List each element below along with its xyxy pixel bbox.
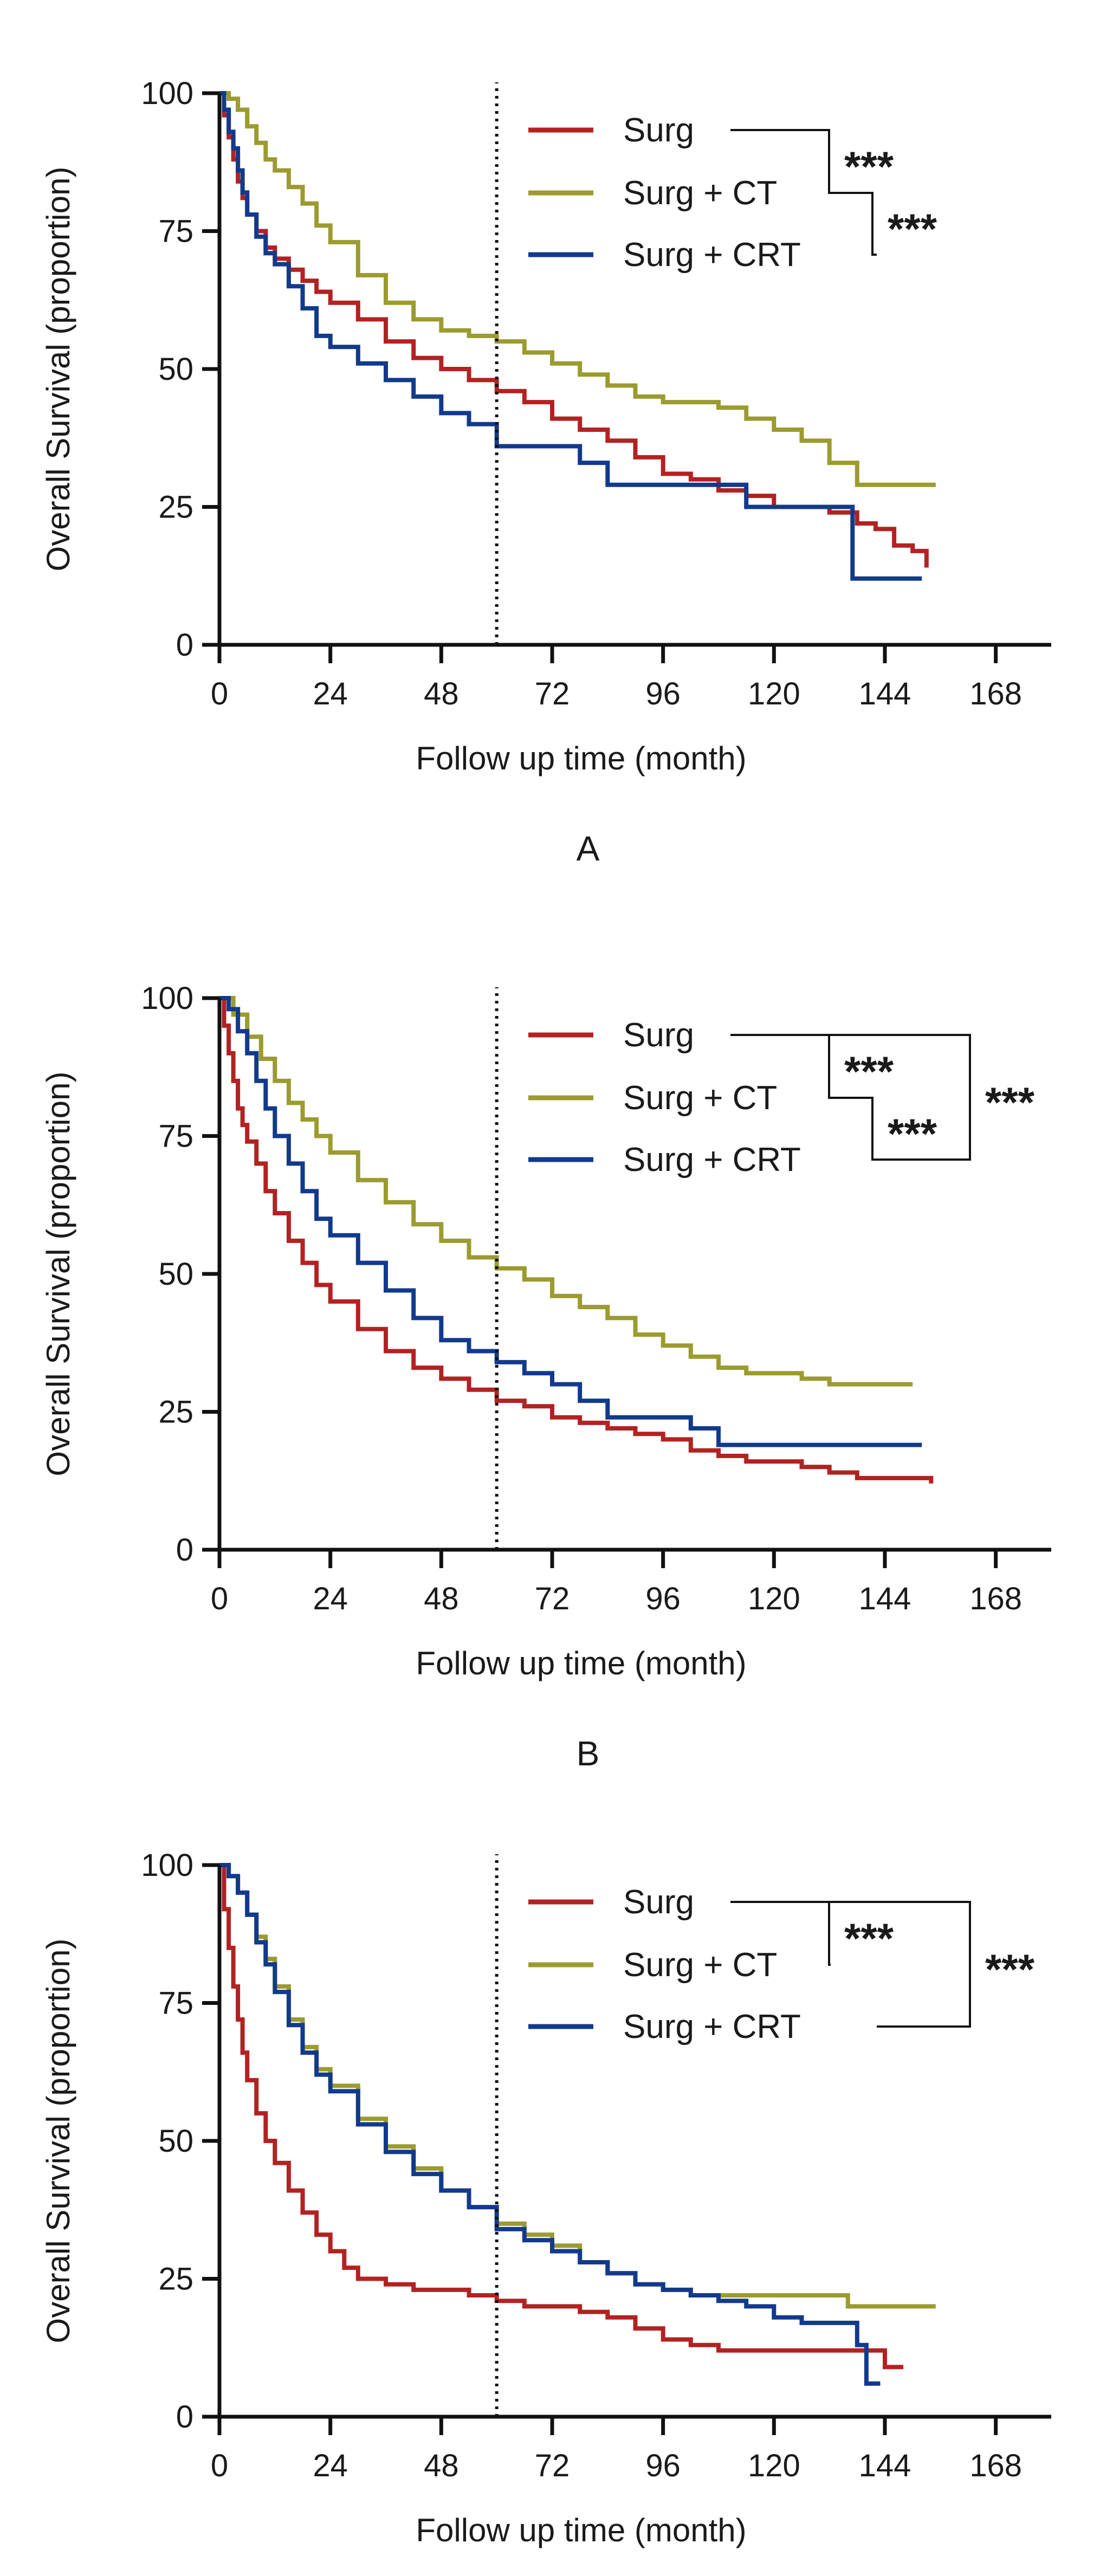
x-tick-label: 72 — [535, 1581, 570, 1616]
legend-label: Surg + CT — [623, 1079, 777, 1117]
series-line-surg-ct — [219, 996, 913, 1387]
x-tick-label: 120 — [748, 1581, 800, 1616]
x-axis-title: Follow up time (month) — [416, 2512, 746, 2548]
y-axis-title: Overall Survival (proportion) — [40, 167, 76, 572]
x-tick-label: 120 — [748, 676, 800, 711]
significance-label: *** — [844, 1914, 894, 1962]
panel-label: A — [577, 829, 600, 868]
x-tick-label: 0 — [211, 676, 228, 711]
x-tick-label: 144 — [859, 1581, 911, 1616]
y-tick-label: 75 — [158, 214, 193, 249]
x-tick-label: 144 — [859, 2448, 911, 2483]
legend-label: Surg — [623, 112, 694, 149]
x-tick-label: 48 — [424, 676, 459, 711]
panel-c: 0 25 50 75 100 0 24 48 72 96 120 144 168 Follow up ti… — [40, 1848, 1051, 2548]
x-tick-label: 24 — [313, 676, 348, 711]
x-tick-label: 168 — [969, 1581, 1022, 1616]
x-tick-label: 96 — [645, 1581, 681, 1616]
significance-label: *** — [888, 1110, 937, 1157]
x-tick-label: 48 — [424, 1581, 459, 1616]
series-line-surg-crt — [219, 996, 922, 1447]
y-tick-label: 50 — [158, 2124, 193, 2159]
y-axis-title: Overall Survival (proportion) — [40, 1072, 76, 1477]
y-tick-label: 100 — [141, 981, 193, 1016]
legend-label: Surg + CRT — [623, 2008, 801, 2046]
significance-label: *** — [888, 205, 937, 253]
panel-a: 0 25 50 75 100 0 24 48 72 96 120 144 168 Follow up ti… — [40, 76, 1051, 868]
y-axis-title: Overall Survival (proportion) — [40, 1939, 76, 2344]
y-tick-label: 0 — [176, 1532, 193, 1568]
significance-bracket — [831, 192, 877, 256]
y-tick-label: 0 — [176, 2399, 193, 2435]
significance-label: *** — [985, 1078, 1035, 1126]
y-tick-label: 25 — [158, 2262, 193, 2297]
legend-label: Surg — [623, 1017, 694, 1054]
x-axis-title: Follow up time (month) — [416, 740, 746, 776]
panel-label: B — [577, 1734, 600, 1773]
series-line-surg-crt — [219, 1863, 881, 2386]
significance-label: *** — [985, 1945, 1035, 1993]
y-tick-label: 100 — [141, 1848, 193, 1883]
x-tick-label: 72 — [535, 676, 570, 711]
significance-bracket — [730, 1034, 971, 1161]
significance-label: *** — [844, 1047, 894, 1095]
significance-bracket — [730, 1901, 971, 2028]
series-line-surg — [219, 996, 934, 1484]
y-tick-label: 50 — [158, 1257, 193, 1292]
x-tick-label: 24 — [313, 2448, 348, 2483]
significance-bracket — [831, 1097, 877, 1161]
x-tick-label: 168 — [969, 676, 1022, 711]
x-tick-label: 24 — [313, 1581, 348, 1616]
y-tick-label: 0 — [176, 627, 193, 663]
x-axis-title: Follow up time (month) — [416, 1645, 746, 1681]
y-tick-label: 50 — [158, 352, 193, 387]
x-tick-label: 168 — [969, 2448, 1022, 2483]
x-tick-label: 96 — [645, 676, 681, 711]
legend-label: Surg + CRT — [623, 1141, 801, 1179]
series-line-surg-ct — [219, 91, 936, 487]
x-tick-label: 96 — [645, 2448, 681, 2483]
x-tick-label: 72 — [535, 2448, 570, 2483]
significance-label: *** — [844, 143, 894, 190]
legend-label: Surg + CRT — [623, 236, 801, 274]
y-tick-label: 100 — [141, 76, 193, 111]
x-tick-label: 0 — [211, 1581, 228, 1616]
x-tick-label: 144 — [859, 676, 911, 711]
legend-label: Surg — [623, 1884, 694, 1921]
y-tick-label: 75 — [158, 1119, 193, 1154]
series-line-surg — [219, 1863, 904, 2370]
significance-bracket — [730, 129, 831, 194]
y-tick-label: 25 — [158, 1395, 193, 1430]
series-line-surg — [219, 91, 929, 568]
x-tick-label: 120 — [748, 2448, 800, 2483]
x-tick-label: 48 — [424, 2448, 459, 2483]
series-line-surg-crt — [219, 91, 922, 581]
panel-b: 0 25 50 75 100 0 24 48 72 96 120 144 168 Follow up ti… — [40, 981, 1051, 1773]
legend-label: Surg + CT — [623, 1946, 777, 1984]
y-tick-label: 75 — [158, 1986, 193, 2021]
legend-label: Surg + CT — [623, 174, 777, 212]
y-tick-label: 25 — [158, 490, 193, 525]
x-tick-label: 0 — [211, 2448, 228, 2483]
